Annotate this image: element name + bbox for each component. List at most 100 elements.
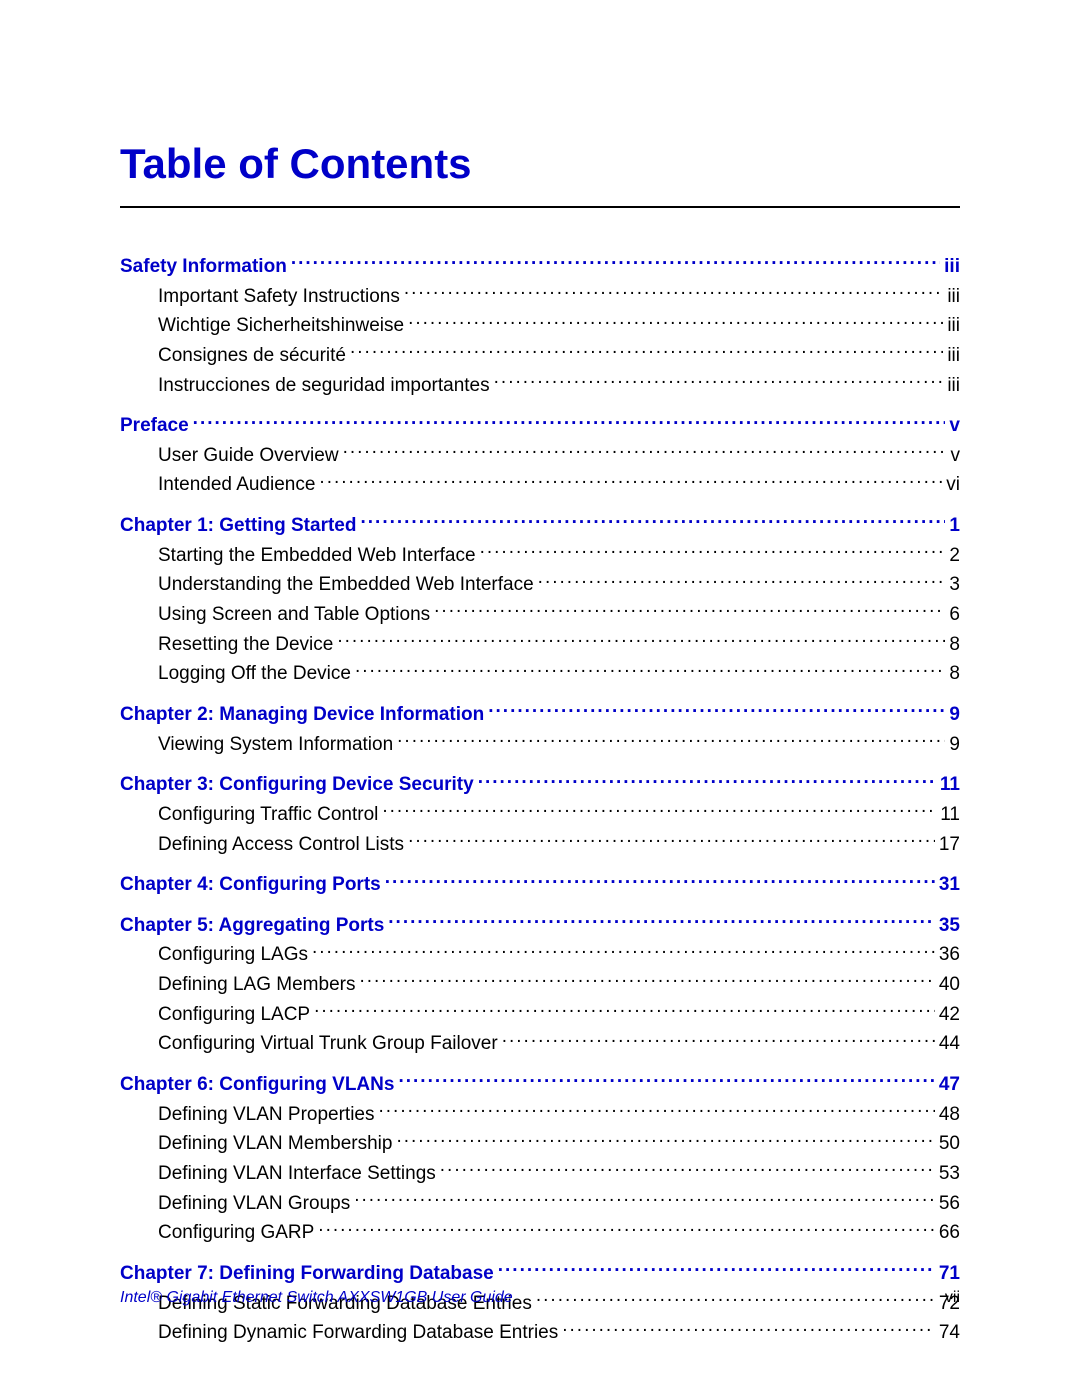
toc-heading-label: Chapter 4: Configuring Ports (120, 872, 381, 898)
toc-entry-page: iii (947, 313, 960, 339)
toc-heading-label: Safety Information (120, 254, 287, 280)
toc-heading: Chapter 6: Configuring VLANs 47 (120, 1071, 960, 1098)
toc-entry: Defining VLAN Groups 56 (120, 1190, 960, 1217)
dot-leader (498, 1260, 935, 1279)
dot-leader (359, 971, 934, 990)
toc-entry-page: 17 (939, 832, 960, 858)
toc-section: Chapter 6: Configuring VLANs 47 Defining … (120, 1071, 960, 1246)
dot-leader (440, 1160, 935, 1179)
toc-heading: Chapter 4: Configuring Ports 31 (120, 871, 960, 898)
toc-entry-page: 8 (949, 661, 960, 687)
toc-entry-label: Defining Access Control Lists (158, 832, 404, 858)
toc-section: Chapter 3: Configuring Device Security 1… (120, 771, 960, 857)
toc-entry: Configuring Traffic Control 11 (120, 801, 960, 828)
toc-entry-label: Important Safety Instructions (158, 284, 400, 310)
dot-leader (291, 253, 940, 272)
dot-leader (396, 1130, 934, 1149)
toc-entry: User Guide Overview v (120, 442, 960, 469)
toc-section: Chapter 2: Managing Device Information 9… (120, 701, 960, 757)
dot-leader (312, 941, 935, 960)
toc-entry: Instrucciones de seguridad importantes i… (120, 372, 960, 399)
toc-heading-page: 47 (939, 1072, 960, 1098)
toc-entry-label: User Guide Overview (158, 443, 339, 469)
toc-entry-page: 53 (939, 1161, 960, 1187)
dot-leader (382, 801, 936, 820)
toc-heading: Chapter 1: Getting Started 1 (120, 512, 960, 539)
toc-heading-page: 9 (949, 702, 960, 728)
toc-entry-page: 6 (949, 602, 960, 628)
toc-entry-page: 50 (939, 1131, 960, 1157)
toc-heading-label: Chapter 3: Configuring Device Security (120, 772, 474, 798)
toc-heading-label: Chapter 2: Managing Device Information (120, 702, 484, 728)
toc-entry-label: Consignes de sécurité (158, 343, 346, 369)
toc-entry-page: 48 (939, 1102, 960, 1128)
toc-entry-page: 74 (939, 1320, 960, 1346)
dot-leader (404, 283, 943, 302)
toc-entry-page: 11 (940, 802, 960, 828)
dot-leader (343, 442, 947, 461)
toc-entry: Starting the Embedded Web Interface 2 (120, 542, 960, 569)
toc-entry-label: Wichtige Sicherheitshinweise (158, 313, 404, 339)
dot-leader (562, 1319, 935, 1338)
toc-entry: Defining VLAN Interface Settings 53 (120, 1160, 960, 1187)
dot-leader (360, 512, 945, 531)
toc-heading-page: 35 (939, 913, 960, 939)
toc-heading-page: iii (944, 254, 960, 280)
toc-entry: Defining VLAN Membership 50 (120, 1130, 960, 1157)
toc-entry-label: Instrucciones de seguridad importantes (158, 373, 490, 399)
toc-section: Chapter 5: Aggregating Ports 35Configuri… (120, 912, 960, 1057)
toc-entry-page: 36 (939, 942, 960, 968)
dot-leader (350, 342, 943, 361)
toc-entry: Configuring LAGs 36 (120, 941, 960, 968)
dot-leader (388, 912, 935, 931)
dot-leader (434, 601, 945, 620)
toc-entry-label: Viewing System Information (158, 732, 393, 758)
page-footer: Intel® Gigabit Ethernet Switch AXXSW1GB … (120, 1289, 960, 1307)
toc-entry-label: Intended Audience (158, 472, 315, 498)
toc-entry: Consignes de sécurité iii (120, 342, 960, 369)
dot-leader (193, 412, 946, 431)
toc-heading: Preface v (120, 412, 960, 439)
dot-leader (355, 660, 945, 679)
dot-leader (408, 831, 935, 850)
dot-leader (318, 1219, 935, 1238)
toc-heading: Chapter 7: Defining Forwarding Database … (120, 1260, 960, 1287)
toc-entry: Intended Audience vi (120, 471, 960, 498)
toc-section: Safety Information iii Important Safety I… (120, 253, 960, 398)
toc-entry: Defining Access Control Lists 17 (120, 831, 960, 858)
dot-leader (337, 631, 945, 650)
dot-leader (397, 731, 945, 750)
toc-entry-page: iii (947, 343, 960, 369)
toc-entry-label: Defining LAG Members (158, 972, 355, 998)
dot-leader (480, 542, 946, 561)
toc-title: Table of Contents (120, 140, 960, 188)
toc-heading-page: 71 (939, 1261, 960, 1287)
toc-entry-label: Starting the Embedded Web Interface (158, 543, 476, 569)
toc-entry: Configuring Virtual Trunk Group Failover… (120, 1030, 960, 1057)
toc-entry: Wichtige Sicherheitshinweise iii (120, 312, 960, 339)
toc-entry: Defining Dynamic Forwarding Database Ent… (120, 1319, 960, 1346)
toc-heading: Chapter 3: Configuring Device Security 1… (120, 771, 960, 798)
toc-entry-label: Resetting the Device (158, 632, 333, 658)
toc-entry: Using Screen and Table Options 6 (120, 601, 960, 628)
toc-entry-label: Defining VLAN Interface Settings (158, 1161, 436, 1187)
toc-entry: Logging Off the Device 8 (120, 660, 960, 687)
dot-leader (319, 471, 942, 490)
toc-entry-label: Configuring GARP (158, 1220, 314, 1246)
title-rule (120, 206, 960, 208)
toc-heading-label: Chapter 6: Configuring VLANs (120, 1072, 394, 1098)
toc-entry-page: 3 (949, 572, 960, 598)
toc-entry: Configuring GARP 66 (120, 1219, 960, 1246)
toc-heading-label: Chapter 5: Aggregating Ports (120, 913, 384, 939)
toc-entry-label: Configuring LAGs (158, 942, 308, 968)
toc-entry-label: Defining Dynamic Forwarding Database Ent… (158, 1320, 558, 1346)
toc-heading-page: 31 (939, 872, 960, 898)
toc-entry-label: Configuring Virtual Trunk Group Failover (158, 1031, 498, 1057)
toc-heading-page: 1 (949, 513, 960, 539)
toc-entry-label: Configuring LACP (158, 1002, 310, 1028)
toc-heading-label: Preface (120, 413, 189, 439)
toc-entry-page: 9 (949, 732, 960, 758)
toc-entry-page: 56 (939, 1191, 960, 1217)
dot-leader (494, 372, 944, 391)
toc-entry-page: iii (947, 284, 960, 310)
